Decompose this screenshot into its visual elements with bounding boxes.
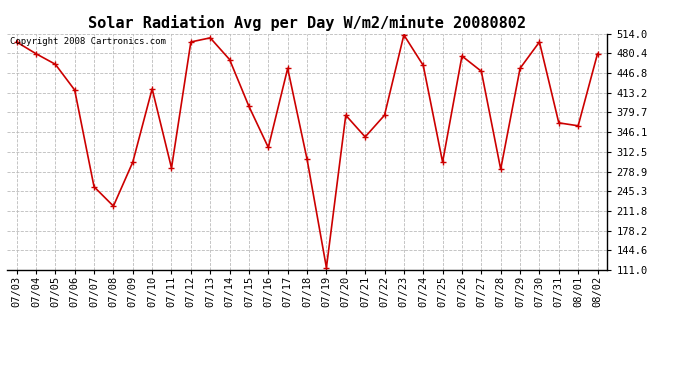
- Title: Solar Radiation Avg per Day W/m2/minute 20080802: Solar Radiation Avg per Day W/m2/minute …: [88, 15, 526, 31]
- Text: Copyright 2008 Cartronics.com: Copyright 2008 Cartronics.com: [10, 37, 166, 46]
